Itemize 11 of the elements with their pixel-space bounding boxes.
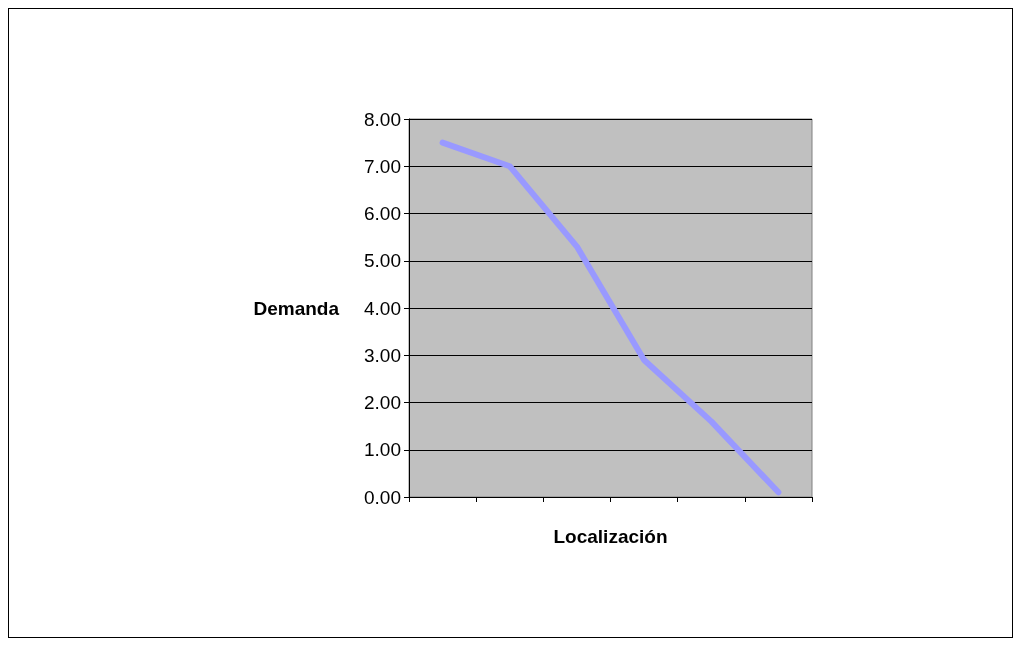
- y-tick-label: 6.00: [364, 203, 401, 224]
- y-tick-label: 1.00: [364, 439, 401, 461]
- y-tick-label: 8.00: [364, 108, 401, 130]
- y-tick-label: 5.00: [364, 250, 401, 272]
- y-tick-label: 3.00: [364, 344, 401, 366]
- y-axis-title: Demanda: [253, 297, 340, 319]
- y-tick-label: 4.00: [364, 297, 401, 319]
- y-tick-label: 0.00: [364, 486, 401, 508]
- y-tick-label: 7.00: [364, 155, 401, 177]
- x-axis-title: Localización: [553, 526, 668, 547]
- y-tick-label: 2.00: [364, 392, 401, 413]
